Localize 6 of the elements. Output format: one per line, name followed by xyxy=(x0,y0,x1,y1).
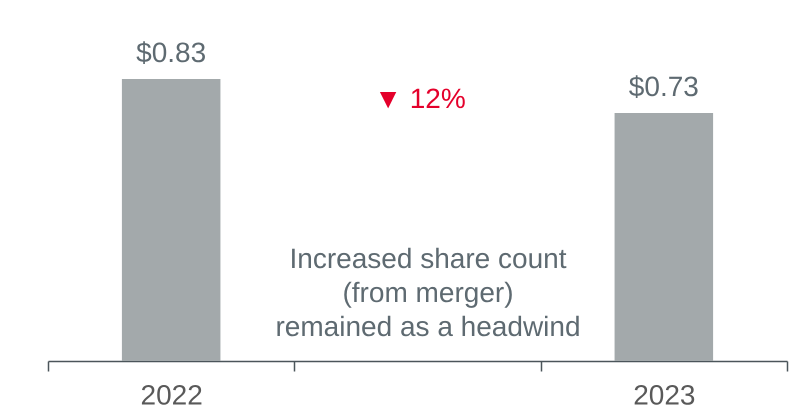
x-tick-label: 2022 xyxy=(140,380,203,409)
data-label: $0.73 xyxy=(628,70,699,102)
annotation: ▼ 12% xyxy=(374,83,466,114)
x-tick-label: 2023 xyxy=(633,380,696,409)
annotation: Increased share count (from merger) remained as a headwind xyxy=(275,243,581,342)
data-label: $0.83 xyxy=(136,37,206,68)
